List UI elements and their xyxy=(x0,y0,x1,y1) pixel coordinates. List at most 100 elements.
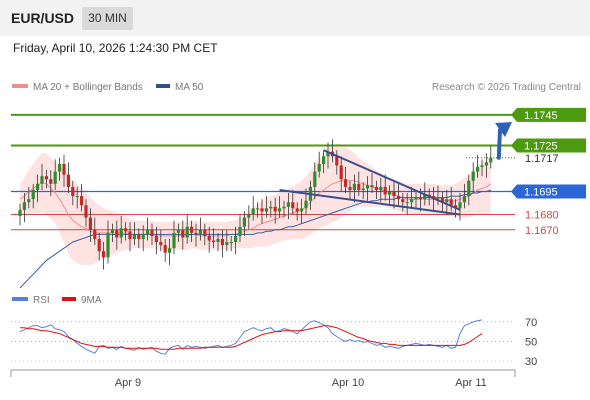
candle-body xyxy=(251,208,255,215)
candle-body xyxy=(291,202,295,209)
candle-body xyxy=(361,188,365,190)
forecast-arrow-head xyxy=(495,122,512,138)
candle xyxy=(256,202,260,218)
ma50-legend-swatch xyxy=(156,84,170,88)
candle-body xyxy=(88,217,92,230)
candle xyxy=(471,162,475,194)
candle-body xyxy=(93,229,97,239)
candle xyxy=(234,226,238,255)
candle xyxy=(75,186,79,209)
candle xyxy=(352,174,356,203)
candle xyxy=(84,199,88,227)
candle-body xyxy=(220,238,224,246)
level-tag-1-1695: 1.1695 xyxy=(511,184,586,199)
candle-body xyxy=(352,183,356,190)
candle xyxy=(344,166,348,194)
candle-body xyxy=(216,238,220,243)
level-tag-text: 1.1725 xyxy=(524,141,558,153)
candle xyxy=(388,185,392,204)
candle xyxy=(295,202,299,221)
candle-body xyxy=(449,199,453,206)
candle xyxy=(168,238,172,266)
candle-body xyxy=(181,229,185,238)
candle xyxy=(207,226,211,253)
candle xyxy=(216,232,220,252)
candle-body xyxy=(414,197,418,200)
candle xyxy=(22,193,26,223)
candle-body xyxy=(97,238,101,252)
candle xyxy=(137,228,141,249)
candle-body xyxy=(418,197,422,200)
ma20-legend-swatch xyxy=(12,84,28,88)
candle-body xyxy=(462,196,466,203)
candle-body xyxy=(304,200,308,209)
candle-body xyxy=(62,163,66,175)
candle xyxy=(58,157,62,181)
candle-body xyxy=(322,156,326,164)
candle xyxy=(53,159,57,190)
candle-body xyxy=(339,165,343,180)
candle xyxy=(124,222,128,241)
level-tag-text: 1.1695 xyxy=(524,187,558,199)
candle-body xyxy=(480,165,484,167)
ma50-legend-label: MA 50 xyxy=(175,82,204,93)
candle xyxy=(374,180,378,200)
candle-body xyxy=(229,242,233,244)
candle-body xyxy=(110,229,114,233)
candle xyxy=(251,196,255,221)
candle-body xyxy=(115,229,119,238)
candle-body xyxy=(172,232,176,249)
candle xyxy=(190,220,194,243)
candle-body xyxy=(388,191,392,195)
candle xyxy=(291,189,295,215)
candle-body xyxy=(106,232,110,258)
candle xyxy=(467,174,471,206)
candle-body xyxy=(273,206,277,212)
trend-lines xyxy=(279,122,512,216)
candle-body xyxy=(71,186,75,197)
candle-body xyxy=(282,206,286,209)
candle-body xyxy=(53,171,57,184)
candle-body xyxy=(119,228,123,238)
rsi-panel: 70 50 30 xyxy=(11,317,537,368)
candle-body xyxy=(489,157,493,163)
candle xyxy=(27,186,31,209)
timeframe-badge[interactable]: 30 MIN xyxy=(82,7,133,30)
time-tick-label: Apr 11 xyxy=(455,377,487,389)
candle-body xyxy=(18,209,22,217)
candle-body xyxy=(264,208,268,212)
candle xyxy=(348,180,352,200)
candle xyxy=(36,174,40,203)
candle-body xyxy=(392,191,396,197)
candle xyxy=(115,220,119,250)
candle-body xyxy=(370,185,374,187)
candle-body xyxy=(84,205,88,218)
candle-body xyxy=(141,234,145,239)
candle xyxy=(159,229,163,252)
time-tick-label: Apr 10 xyxy=(332,377,364,389)
candle xyxy=(102,242,106,270)
price-legend: MA 20 + Bollinger Bands MA 50 xyxy=(12,82,204,93)
candle xyxy=(370,173,374,194)
candle-body xyxy=(137,234,141,239)
candle xyxy=(141,225,145,252)
candlesticks xyxy=(18,139,493,270)
candle xyxy=(379,177,383,203)
candle-body xyxy=(212,240,216,243)
ma20-legend-label: MA 20 + Bollinger Bands xyxy=(33,82,143,93)
candle xyxy=(361,182,365,200)
candle xyxy=(282,200,286,218)
candle xyxy=(458,193,462,221)
candle-body xyxy=(471,171,475,181)
candle-body xyxy=(366,185,370,189)
candle xyxy=(260,199,264,224)
candle xyxy=(242,211,246,236)
candle-body xyxy=(176,229,180,233)
candle xyxy=(66,162,70,194)
candle xyxy=(229,235,233,252)
candle xyxy=(449,186,453,212)
candle-body xyxy=(163,245,167,253)
rsi-ma-legend-label: 9MA xyxy=(81,295,102,306)
trend-line-2 xyxy=(279,188,461,216)
